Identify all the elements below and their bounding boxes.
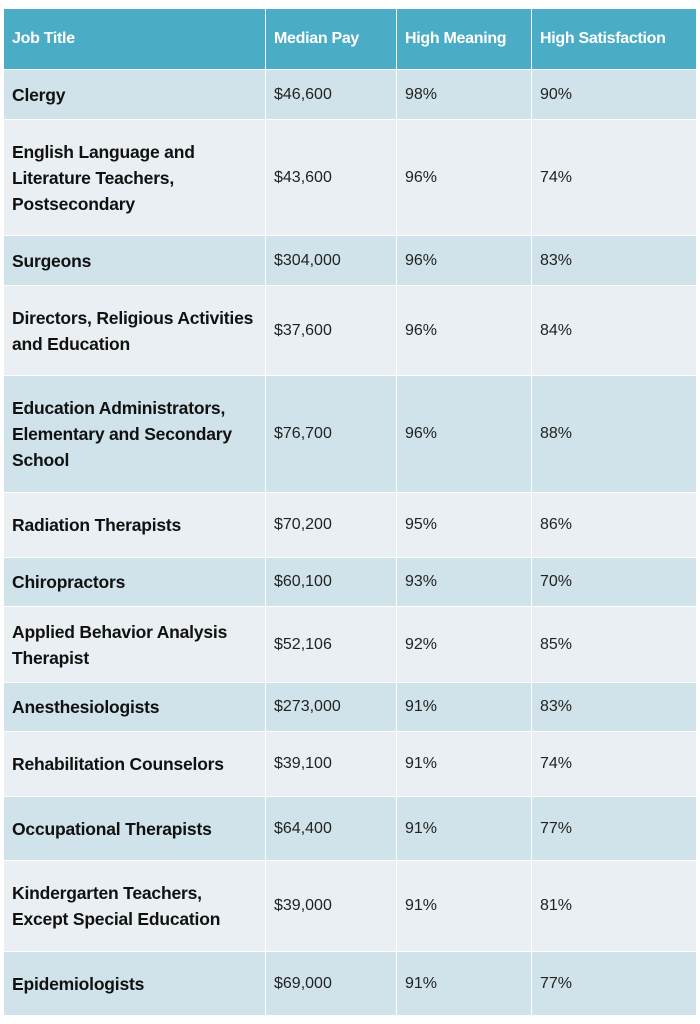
header-row: Job Title Median Pay High Meaning High S… bbox=[3, 8, 697, 70]
cell-job-title: Surgeons bbox=[3, 235, 266, 286]
cell-high-meaning: 91% bbox=[396, 682, 532, 732]
cell-high-meaning: 98% bbox=[396, 69, 532, 120]
cell-median-pay: $60,100 bbox=[265, 557, 397, 607]
cell-high-meaning: 96% bbox=[396, 375, 532, 493]
table-row: Occupational Therapists $64,400 91% 77% bbox=[3, 796, 697, 861]
cell-high-satisfaction: 88% bbox=[531, 375, 697, 493]
cell-job-title: Chiropractors bbox=[3, 557, 266, 607]
cell-median-pay: $43,600 bbox=[265, 119, 397, 236]
cell-high-satisfaction: 90% bbox=[531, 69, 697, 120]
cell-high-meaning: 95% bbox=[396, 492, 532, 558]
cell-high-satisfaction: 74% bbox=[531, 731, 697, 797]
cell-high-satisfaction: 83% bbox=[531, 682, 697, 732]
cell-median-pay: $273,000 bbox=[265, 682, 397, 732]
cell-median-pay: $76,700 bbox=[265, 375, 397, 493]
cell-job-title: Kindergarten Teachers, Except Special Ed… bbox=[3, 860, 266, 952]
cell-high-satisfaction: 77% bbox=[531, 796, 697, 861]
table-row: Directors, Religious Activities and Educ… bbox=[3, 285, 697, 376]
cell-median-pay: $64,400 bbox=[265, 796, 397, 861]
job-table: Job Title Median Pay High Meaning High S… bbox=[3, 8, 697, 1016]
cell-job-title: Education Administrators, Elementary and… bbox=[3, 375, 266, 493]
cell-median-pay: $304,000 bbox=[265, 235, 397, 286]
table-row: Epidemiologists $69,000 91% 77% bbox=[3, 951, 697, 1016]
cell-job-title: Radiation Therapists bbox=[3, 492, 266, 558]
cell-job-title: Rehabilitation Counselors bbox=[3, 731, 266, 797]
cell-high-meaning: 91% bbox=[396, 951, 532, 1016]
cell-high-meaning: 91% bbox=[396, 731, 532, 797]
cell-high-meaning: 93% bbox=[396, 557, 532, 607]
cell-median-pay: $39,000 bbox=[265, 860, 397, 952]
cell-high-satisfaction: 70% bbox=[531, 557, 697, 607]
cell-high-meaning: 92% bbox=[396, 606, 532, 683]
cell-high-satisfaction: 77% bbox=[531, 951, 697, 1016]
header-high-meaning: High Meaning bbox=[396, 8, 532, 70]
cell-high-satisfaction: 86% bbox=[531, 492, 697, 558]
cell-high-satisfaction: 84% bbox=[531, 285, 697, 376]
table-row: Education Administrators, Elementary and… bbox=[3, 375, 697, 493]
table-row: Kindergarten Teachers, Except Special Ed… bbox=[3, 860, 697, 952]
cell-job-title: Directors, Religious Activities and Educ… bbox=[3, 285, 266, 376]
table-row: Clergy $46,600 98% 90% bbox=[3, 69, 697, 120]
cell-high-satisfaction: 81% bbox=[531, 860, 697, 952]
cell-median-pay: $70,200 bbox=[265, 492, 397, 558]
cell-median-pay: $69,000 bbox=[265, 951, 397, 1016]
cell-job-title: Clergy bbox=[3, 69, 266, 120]
table-row: Rehabilitation Counselors $39,100 91% 74% bbox=[3, 731, 697, 797]
cell-high-meaning: 96% bbox=[396, 285, 532, 376]
table-row: Radiation Therapists $70,200 95% 86% bbox=[3, 492, 697, 558]
cell-job-title: Epidemiologists bbox=[3, 951, 266, 1016]
table-row: Applied Behavior Analysis Therapist $52,1… bbox=[3, 606, 697, 683]
table-row: English Language and Literature Teachers… bbox=[3, 119, 697, 236]
cell-job-title: English Language and Literature Teachers… bbox=[3, 119, 266, 236]
cell-high-satisfaction: 85% bbox=[531, 606, 697, 683]
cell-high-meaning: 96% bbox=[396, 119, 532, 236]
header-high-satisfaction: High Satisfaction bbox=[531, 8, 697, 70]
cell-median-pay: $52,106 bbox=[265, 606, 397, 683]
cell-median-pay: $39,100 bbox=[265, 731, 397, 797]
table-row: Surgeons $304,000 96% 83% bbox=[3, 235, 697, 286]
table-row: Anesthesiologists $273,000 91% 83% bbox=[3, 682, 697, 732]
cell-job-title: Applied Behavior Analysis Therapist bbox=[3, 606, 266, 683]
header-median-pay: Median Pay bbox=[265, 8, 397, 70]
header-job-title: Job Title bbox=[3, 8, 266, 70]
cell-high-meaning: 91% bbox=[396, 796, 532, 861]
cell-job-title: Occupational Therapists bbox=[3, 796, 266, 861]
cell-median-pay: $37,600 bbox=[265, 285, 397, 376]
cell-high-satisfaction: 83% bbox=[531, 235, 697, 286]
table-row: Chiropractors $60,100 93% 70% bbox=[3, 557, 697, 607]
cell-high-meaning: 96% bbox=[396, 235, 532, 286]
cell-job-title: Anesthesiologists bbox=[3, 682, 266, 732]
cell-high-meaning: 91% bbox=[396, 860, 532, 952]
cell-high-satisfaction: 74% bbox=[531, 119, 697, 236]
cell-median-pay: $46,600 bbox=[265, 69, 397, 120]
